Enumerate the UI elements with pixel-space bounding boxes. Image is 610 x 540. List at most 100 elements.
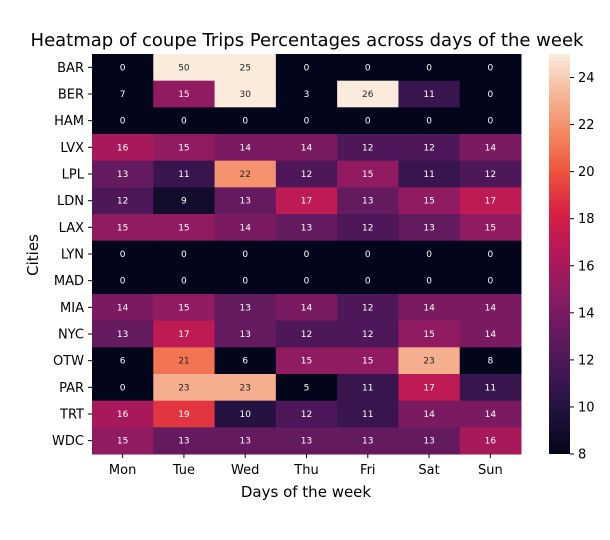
heatmap-cell-value: 13 [117,330,128,340]
heatmap-cell [275,267,338,295]
heatmap-cell-value: 22 [239,170,250,180]
heatmap-cell [459,160,522,188]
heatmap-cell [214,427,277,455]
heatmap-cell [153,160,216,188]
colorbar-ticks: 8 10 12 14 16 18 20 22 24 [570,71,595,463]
heatmap-cell [275,320,338,348]
heatmap-cell [92,187,154,215]
heatmap-cell [153,107,216,135]
heatmap-cell-value: 26 [362,90,374,100]
heatmap-cell [275,400,338,428]
heatmap-cell [214,374,277,402]
colorbar-tick-label: 18 [578,212,595,227]
y-tick-label: LPL [62,168,85,183]
heatmap-cell-value: 12 [301,330,312,340]
heatmap-cell [337,427,399,455]
heatmap-cell [214,214,277,242]
heatmap-cell [459,80,522,108]
heatmap-cell-value: 0 [487,117,493,127]
heatmap-cell-value: 0 [120,383,126,393]
heatmap-cell-value: 0 [365,277,371,287]
heatmap-cell [92,347,154,375]
colorbar-tick-label: 8 [578,448,586,463]
heatmap-cell [398,54,461,82]
heatmap-cell-value: 15 [178,223,189,233]
colorbar-tick-label: 24 [578,71,595,86]
colorbar-tick-label: 20 [578,165,595,180]
heatmap-cell [337,80,399,108]
heatmap-cell-value: 6 [242,357,248,367]
heatmap-cell [398,294,461,322]
heatmap-cell-value: 0 [120,250,126,260]
heatmap-cell [275,80,338,108]
heatmap-cell-value: 13 [178,437,189,447]
heatmap-cell [214,107,277,135]
colorbar-tick-label: 10 [578,400,595,415]
heatmap-cell-value: 15 [178,303,189,313]
y-tick-label: OTW [53,354,84,369]
heatmap-cell [153,347,216,375]
x-tick-label: Fri [360,463,376,478]
heatmap-cell [92,374,154,402]
heatmap-cell-value: 14 [423,303,435,313]
y-tick-label: LAX [59,221,84,236]
heatmap-cell-value: 0 [120,117,126,127]
heatmap-cell-value: 23 [239,383,250,393]
heatmap-cell [275,294,338,322]
heatmap-cell [398,400,461,428]
heatmap-cell-value: 15 [178,143,189,153]
heatmap-cell [153,80,216,108]
y-tick-label: LDN [57,194,84,209]
heatmap-cell [459,187,522,215]
heatmap-cell-value: 11 [485,383,496,393]
heatmap-cell-value: 16 [485,437,497,447]
x-axis-ticks: Mon Tue Wed Thu Fri Sat Sun [109,454,503,478]
heatmap-cell-value: 12 [362,303,373,313]
heatmap-cell [398,160,461,188]
heatmap-cell-value: 13 [239,330,250,340]
heatmap-cell-value: 0 [181,117,187,127]
heatmap-cell-value: 19 [178,410,190,420]
heatmap-cell-value: 11 [423,90,434,100]
heatmap-cell-value: 13 [423,223,434,233]
y-tick-label: WDC [52,434,84,449]
heatmap-cell [275,214,338,242]
heatmap-cell [459,107,522,135]
heatmap-cell-value: 0 [487,277,493,287]
heatmap-cell-value: 12 [301,170,312,180]
heatmap-cell-value: 0 [426,63,432,73]
heatmap-cell [337,267,399,295]
colorbar-tick-label: 22 [578,118,595,133]
colorbar [549,54,570,454]
heatmap-cell-value: 0 [487,250,493,260]
heatmap-cell [153,374,216,402]
heatmap-cell [153,134,216,162]
x-tick-label: Sun [478,463,503,478]
heatmap-cell [214,294,277,322]
heatmap-cell-value: 15 [423,197,434,207]
heatmap-cell-value: 12 [423,143,434,153]
heatmap-cell-value: 3 [304,90,310,100]
heatmap-cell-value: 0 [487,90,493,100]
heatmap-cell-value: 15 [117,223,128,233]
heatmap-cell-value: 14 [117,303,129,313]
heatmap-cell-value: 12 [117,197,128,207]
heatmap-cell [214,160,277,188]
heatmap-cell-value: 17 [485,197,496,207]
heatmap-cell [275,134,338,162]
heatmap-cell-value: 16 [117,143,129,153]
heatmap-cell-value: 14 [485,143,497,153]
colorbar-tick-label: 16 [578,259,595,274]
heatmap-cell-value: 0 [304,277,310,287]
heatmap-cell-value: 23 [178,383,189,393]
x-tick-label: Mon [109,463,136,478]
heatmap-cell-value: 0 [365,63,371,73]
heatmap-cell [459,54,522,82]
y-axis-label: Cities [24,234,42,276]
heatmap-cell-value: 0 [304,250,310,260]
x-tick-label: Thu [293,463,318,478]
heatmap-cell [214,320,277,348]
heatmap-cell-value: 14 [485,330,497,340]
heatmap-cell [459,214,522,242]
